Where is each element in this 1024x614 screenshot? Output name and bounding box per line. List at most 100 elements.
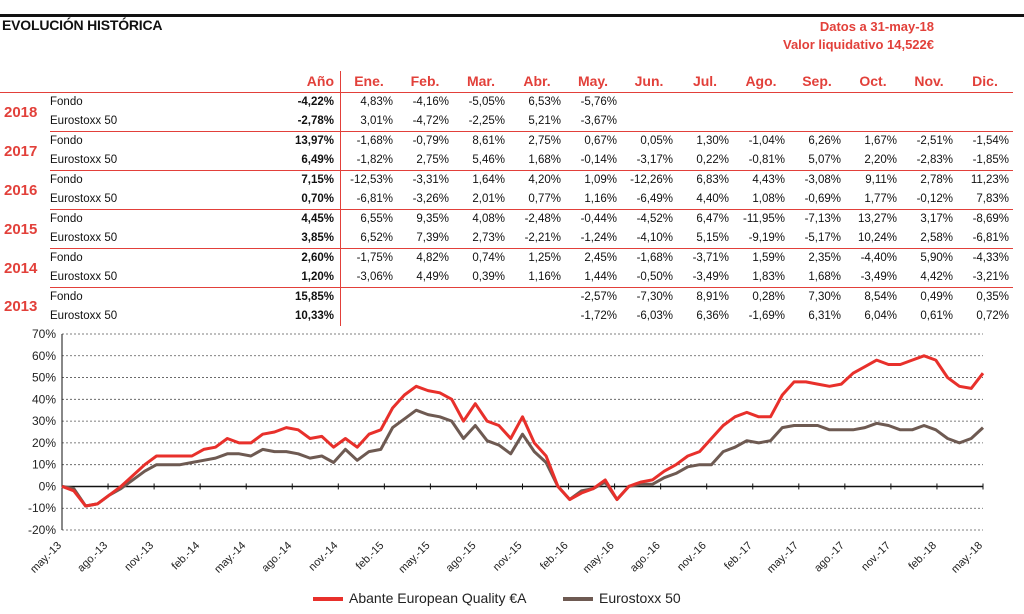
legend-swatch-fund xyxy=(313,597,343,602)
month-cell: -9,19% xyxy=(733,229,789,249)
x-tick-label: feb.-18 xyxy=(906,540,939,573)
month-cell: 1,77% xyxy=(845,190,901,210)
month-cell: 2,73% xyxy=(453,229,509,249)
table-row: 2016 Fondo 7,15% -12,53% -3,31% 1,64% 4,20% 1,0… xyxy=(0,170,1013,199)
legend-label-index: Eurostoxx 50 xyxy=(599,590,681,606)
row-label: Fondo xyxy=(50,252,83,264)
month-cell: -6,03% xyxy=(636,310,673,322)
month-cell: -1,72% xyxy=(580,310,617,322)
month-cell: -3,49% xyxy=(677,268,733,288)
ytd-cell: -4,22% xyxy=(288,92,341,112)
x-tick-label: nov.-14 xyxy=(307,540,341,574)
ytd-cell: 3,85% xyxy=(288,229,341,249)
month-cell: -2,83% xyxy=(901,151,957,171)
ytd-cell: 4,45% xyxy=(288,209,341,229)
month-cell: 0,67% xyxy=(584,135,617,147)
month-cell: 0,22% xyxy=(677,151,733,171)
month-cell: -3,21% xyxy=(957,268,1013,288)
legend-label-fund: Abante European Quality €A xyxy=(349,590,527,606)
header-month: Dic. xyxy=(957,71,1013,93)
x-tick-label: feb.-17 xyxy=(722,540,755,573)
month-cell: 7,83% xyxy=(957,190,1013,210)
x-tick-label: ago.-14 xyxy=(260,540,295,575)
month-cell: -3,06% xyxy=(340,268,397,288)
year-label: 2013 xyxy=(4,298,38,316)
header-month: Mar. xyxy=(453,71,509,93)
month-cell: 6,55% xyxy=(360,213,393,225)
series-line-fund xyxy=(61,354,985,508)
month-cell: -1,54% xyxy=(972,135,1009,147)
month-cell: -1,04% xyxy=(748,135,785,147)
month-cell: 2,20% xyxy=(845,151,901,171)
month-cell: 6,53% xyxy=(528,96,561,108)
table-row: Eurostoxx 50 3,85% 6,52% 7,39% 2,73% -2,21% -1… xyxy=(0,229,1013,249)
header-month: Nov. xyxy=(901,71,957,93)
month-cell: -7,13% xyxy=(804,213,841,225)
row-label: Fondo xyxy=(50,291,83,303)
month-cell: -3,31% xyxy=(412,174,449,186)
month-cell: 0,72% xyxy=(976,310,1009,322)
month-cell: -6,81% xyxy=(957,229,1013,249)
year-label: 2017 xyxy=(4,142,38,160)
month-cell: -3,17% xyxy=(621,151,677,171)
month-cell: -3,26% xyxy=(397,190,453,210)
y-tick-label: -20% xyxy=(28,523,56,537)
month-cell: -3,71% xyxy=(692,252,729,264)
year-label: 2016 xyxy=(4,181,38,199)
month-cell: 3,17% xyxy=(920,213,953,225)
month-cell: 5,90% xyxy=(920,252,953,264)
month-cell: 1,30% xyxy=(696,135,729,147)
x-tick-label: nov.-16 xyxy=(675,540,709,574)
ytd-cell: 10,33% xyxy=(288,307,341,326)
ytd-cell: -2,78% xyxy=(288,112,341,132)
month-cell: 6,31% xyxy=(808,310,841,322)
x-tick-label: may.-17 xyxy=(765,540,801,576)
month-cell: 4,43% xyxy=(752,174,785,186)
month-cell: 1,68% xyxy=(789,268,845,288)
legend-fund: Abante European Quality €A xyxy=(313,589,526,607)
month-cell: -4,33% xyxy=(972,252,1009,264)
month-cell: 2,01% xyxy=(453,190,509,210)
month-cell xyxy=(957,112,1013,132)
x-tick-label: ago.-15 xyxy=(444,540,479,575)
month-cell xyxy=(901,93,957,113)
month-cell: -4,16% xyxy=(412,96,449,108)
month-cell: -0,14% xyxy=(565,151,621,171)
month-cell: 8,54% xyxy=(864,291,897,303)
month-cell: 1,67% xyxy=(864,135,897,147)
year-label: 2018 xyxy=(4,103,38,121)
month-cell: -5,76% xyxy=(580,96,617,108)
month-cell: 6,83% xyxy=(696,174,729,186)
month-cell: -0,50% xyxy=(621,268,677,288)
month-cell: -1,75% xyxy=(356,252,393,264)
month-cell: -1,82% xyxy=(340,151,397,171)
year-label: 2014 xyxy=(4,259,38,277)
header-month: May. xyxy=(565,71,621,93)
month-cell: -11,95% xyxy=(743,213,785,225)
month-cell: 8,61% xyxy=(472,135,505,147)
month-cell: -1,24% xyxy=(565,229,621,249)
month-cell: 5,07% xyxy=(789,151,845,171)
month-cell: 6,52% xyxy=(340,229,397,249)
performance-chart: 70% 60% 50% 40% 30% 20% 10% 0% -10% -20% may.-13 ag… xyxy=(28,327,985,576)
month-cell: 9,11% xyxy=(865,174,897,186)
month-cell xyxy=(957,93,1013,113)
month-cell: -8,69% xyxy=(972,213,1009,225)
month-cell: -1,68% xyxy=(356,135,393,147)
month-cell: 0,39% xyxy=(453,268,509,288)
y-tick-label: 30% xyxy=(32,414,56,428)
row-label: Fondo xyxy=(50,213,83,225)
month-cell xyxy=(677,112,733,132)
month-cell: 0,35% xyxy=(976,291,1009,303)
month-cell: -2,25% xyxy=(453,112,509,132)
y-tick-label: 70% xyxy=(32,327,56,341)
month-cell: 2,78% xyxy=(920,174,953,186)
month-cell: -3,49% xyxy=(845,268,901,288)
month-cell: 5,15% xyxy=(677,229,733,249)
header-month: Abr. xyxy=(509,71,565,93)
month-cell: -4,52% xyxy=(636,213,673,225)
table-row: Eurostoxx 50 1,20% -3,06% 4,49% 0,39% 1,16% 1,… xyxy=(0,268,1013,288)
month-cell: -0,12% xyxy=(901,190,957,210)
month-cell: -2,57% xyxy=(580,291,617,303)
table-header-row: Año Ene. Feb. Mar. Abr. May. Jun. Jul. A… xyxy=(0,71,1013,93)
